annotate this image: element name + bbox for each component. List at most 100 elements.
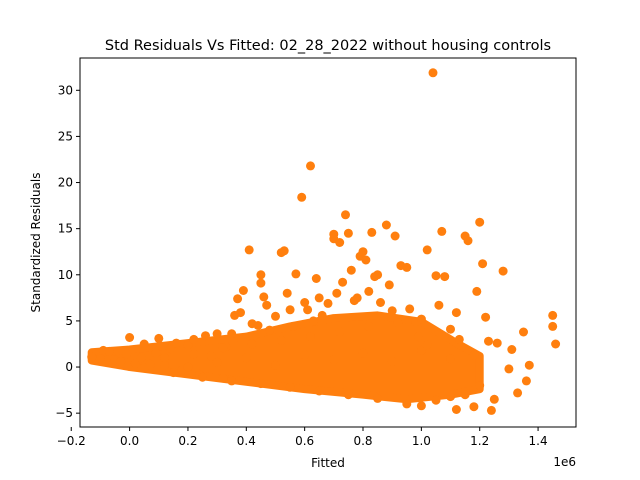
data-point: [338, 277, 348, 287]
data-point: [291, 269, 301, 279]
data-point: [521, 376, 531, 386]
data-point: [451, 308, 461, 318]
data-point: [311, 274, 321, 283]
data-point: [387, 357, 397, 366]
data-point: [343, 390, 353, 400]
data-point: [212, 329, 222, 339]
data-point: [189, 334, 199, 344]
data-point: [238, 286, 248, 295]
data-point: [393, 318, 403, 328]
data-point: [227, 376, 237, 386]
data-point: [358, 247, 368, 257]
data-point: [212, 357, 222, 367]
x-tick-label: 0.8: [353, 434, 372, 448]
data-point: [300, 350, 310, 360]
data-point: [469, 350, 479, 360]
data-point: [256, 270, 266, 280]
y-tick-label: 0: [65, 360, 73, 374]
data-point: [183, 340, 193, 350]
data-point: [422, 340, 432, 350]
data-point: [548, 321, 558, 331]
data-point: [171, 338, 181, 348]
data-point: [201, 331, 210, 341]
data-point: [513, 388, 523, 398]
data-point: [282, 288, 292, 298]
data-point: [168, 368, 178, 378]
data-point: [364, 286, 374, 296]
data-point: [244, 245, 254, 255]
data-point: [160, 353, 170, 363]
x-tick-label: 0.4: [237, 434, 256, 448]
data-point: [446, 354, 455, 364]
data-point: [189, 349, 199, 359]
data-point: [247, 339, 257, 349]
data-point: [218, 343, 228, 353]
data-point: [276, 335, 286, 345]
data-point: [300, 298, 310, 307]
data-point: [271, 311, 280, 321]
data-point: [440, 272, 450, 282]
data-point: [262, 300, 272, 310]
data-point: [297, 192, 307, 202]
data-point: [364, 321, 374, 331]
data-points: [87, 68, 561, 415]
data-point: [198, 372, 207, 382]
x-tick-label: 1.0: [412, 434, 431, 448]
y-tick-label: −5: [55, 406, 73, 420]
y-axis-title: Standardized Residuals: [29, 173, 43, 313]
data-point: [384, 280, 394, 290]
data-point: [358, 348, 368, 358]
data-point: [489, 394, 499, 404]
data-point: [139, 363, 149, 373]
chart-title: Std Residuals Vs Fitted: 02_28_2022 with…: [105, 38, 551, 54]
data-point: [259, 292, 269, 302]
data-point: [548, 310, 558, 320]
data-point: [352, 293, 362, 303]
data-point: [308, 316, 318, 326]
data-point: [434, 300, 444, 310]
x-axis-title: Fitted: [311, 456, 345, 470]
data-point: [413, 332, 423, 342]
data-point: [314, 293, 324, 303]
data-point: [454, 334, 464, 344]
data-point: [343, 228, 353, 238]
data-point: [116, 357, 126, 366]
data-point: [437, 226, 447, 236]
data-point: [256, 379, 266, 389]
data-point: [136, 353, 146, 363]
data-point: [183, 362, 193, 372]
data-point: [390, 231, 400, 241]
data-point: [373, 270, 383, 280]
data-point: [104, 346, 114, 356]
data-point: [428, 68, 438, 78]
data-point: [475, 381, 485, 390]
data-point: [416, 401, 426, 411]
data-point: [463, 236, 473, 246]
data-point: [416, 345, 426, 355]
data-point: [323, 298, 333, 308]
data-point: [335, 238, 345, 247]
data-point: [329, 355, 339, 365]
data-point: [285, 305, 295, 315]
x-axis-offset-label: 1e6: [553, 455, 576, 469]
y-tick-label: 10: [58, 268, 73, 282]
data-point: [373, 393, 383, 403]
plot-area-frame: [79, 57, 577, 428]
data-point: [139, 339, 149, 349]
data-point: [271, 360, 280, 370]
x-tick-label: −0.2: [57, 434, 86, 448]
data-point: [218, 373, 228, 383]
data-point: [524, 360, 534, 370]
data-point: [402, 399, 412, 409]
data-point: [335, 327, 345, 337]
data-point: [416, 314, 426, 324]
data-point: [256, 278, 266, 288]
data-point: [160, 360, 170, 370]
data-point: [125, 333, 135, 342]
data-point: [265, 325, 275, 335]
y-tick-label: 15: [58, 222, 73, 236]
data-point: [165, 344, 175, 354]
data-point: [361, 255, 371, 265]
data-point: [236, 308, 245, 318]
